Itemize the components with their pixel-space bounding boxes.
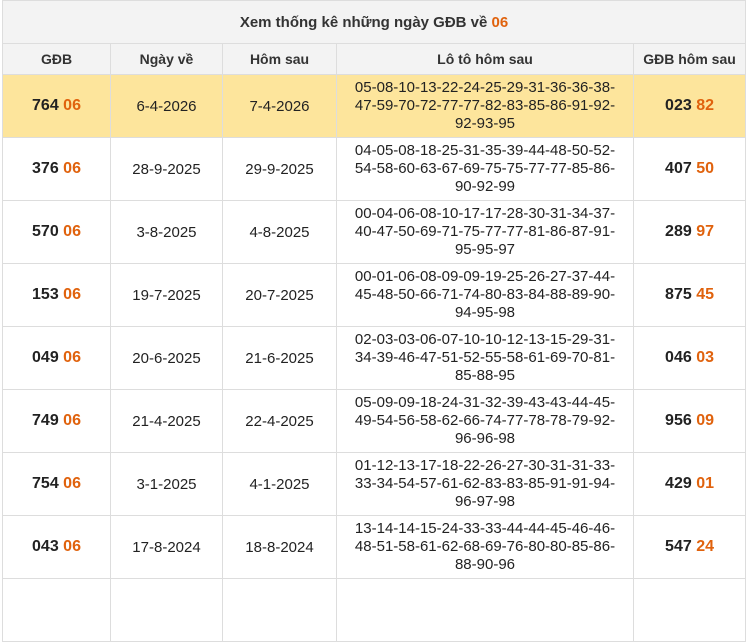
ngay-ve: 19-7-2025 <box>110 263 223 327</box>
hom-sau: 29-9-2025 <box>222 137 337 201</box>
hom-sau: 21-6-2025 <box>222 326 337 390</box>
loto: 00-01-06-08-09-09-19-25-26-27-37-44-45-4… <box>336 263 634 327</box>
gdb-prefix: 153 <box>32 286 59 303</box>
column-header: GĐB hôm sau <box>632 43 747 75</box>
gdb-suffix: 06 <box>63 349 81 366</box>
empty-cell <box>110 578 223 642</box>
gdb-suffix: 06 <box>63 286 81 303</box>
loto: 05-08-10-13-22-24-25-29-31-36-36-38-47-5… <box>336 74 634 138</box>
loto: 04-05-08-18-25-31-35-39-44-48-50-52-54-5… <box>336 137 634 201</box>
gdb-hom-sau-prefix: 407 <box>665 160 692 177</box>
gdb-hom-sau-suffix: 09 <box>696 412 714 429</box>
hom-sau: 18-8-2024 <box>222 515 337 579</box>
data-row: 754 06 3-1-2025 4-1-2025 01-12-13-17-18-22-… <box>2 452 747 516</box>
gdb-hom-sau-suffix: 03 <box>696 349 714 366</box>
ngay-ve: 3-8-2025 <box>110 200 223 264</box>
data-row: 570 06 3-8-2025 4-8-2025 00-04-06-08-10-17-… <box>2 200 747 264</box>
hom-sau: 4-1-2025 <box>222 452 337 516</box>
column-header: Hôm sau <box>222 43 337 75</box>
hom-sau: 4-8-2025 <box>222 200 337 264</box>
data-row: 764 06 6-4-2026 7-4-2026 05-08-10-13-22-24-… <box>2 74 747 138</box>
gdb-hom-sau-prefix: 875 <box>665 286 692 303</box>
column-header: Lô tô hôm sau <box>336 43 634 75</box>
gdb-hom-sau-prefix: 429 <box>665 475 692 492</box>
gdb-hom-sau: 289 97 <box>632 200 747 264</box>
column-header: Ngày về <box>110 43 223 75</box>
gdb-prefix: 049 <box>32 349 59 366</box>
ngay-ve: 17-8-2024 <box>110 515 223 579</box>
data-row: 049 06 20-6-2025 21-6-2025 02-03-03-06-07-1… <box>2 326 747 390</box>
ngay-ve: 6-4-2026 <box>110 74 223 138</box>
empty-cell <box>222 578 337 642</box>
gdb-hom-sau-suffix: 50 <box>696 160 714 177</box>
gdb: 049 06 <box>2 326 111 390</box>
gdb-suffix: 06 <box>63 97 81 114</box>
empty-cell <box>336 578 634 642</box>
gdb-hom-sau-prefix: 046 <box>665 349 692 366</box>
gdb-hom-sau-prefix: 956 <box>665 412 692 429</box>
gdb-hom-sau-suffix: 01 <box>696 475 714 492</box>
ngay-ve: 20-6-2025 <box>110 326 223 390</box>
gdb-hom-sau: 046 03 <box>632 326 747 390</box>
gdb: 749 06 <box>2 389 111 453</box>
gdb: 764 06 <box>2 74 111 138</box>
header-row: GĐB Ngày về Hôm sau Lô tô hôm sau GĐB hôm sa… <box>2 43 747 75</box>
gdb-suffix: 06 <box>63 475 81 492</box>
gdb-hom-sau-prefix: 547 <box>665 538 692 555</box>
title-highlight: 06 <box>491 13 509 31</box>
data-row: 153 06 19-7-2025 20-7-2025 00-01-06-08-09-0… <box>2 263 747 327</box>
loto: 00-04-06-08-10-17-17-28-30-31-34-37-40-4… <box>336 200 634 264</box>
gdb-hom-sau-prefix: 289 <box>665 223 692 240</box>
loto: 13-14-14-15-24-33-33-44-44-45-46-46-48-5… <box>336 515 634 579</box>
gdb-prefix: 570 <box>32 223 59 240</box>
gdb: 376 06 <box>2 137 111 201</box>
gdb-suffix: 06 <box>63 538 81 555</box>
gdb: 570 06 <box>2 200 111 264</box>
gdb: 754 06 <box>2 452 111 516</box>
hom-sau: 7-4-2026 <box>222 74 337 138</box>
gdb-hom-sau-suffix: 24 <box>696 538 714 555</box>
data-row: 376 06 28-9-2025 29-9-2025 04-05-08-18-25-3… <box>2 137 747 201</box>
gdb-hom-sau-suffix: 82 <box>696 97 714 114</box>
empty-cell <box>632 578 747 642</box>
data-row: 749 06 21-4-2025 22-4-2025 05-09-09-18-24-3… <box>2 389 747 453</box>
empty-cell <box>2 578 111 642</box>
gdb-hom-sau: 956 09 <box>632 389 747 453</box>
gdb-hom-sau: 429 01 <box>632 452 747 516</box>
gdb-suffix: 06 <box>63 223 81 240</box>
gdb-suffix: 06 <box>63 160 81 177</box>
gdb: 043 06 <box>2 515 111 579</box>
table-title: Xem thống kê những ngày GĐB về 06 <box>1 0 747 44</box>
hom-sau: 20-7-2025 <box>222 263 337 327</box>
ngay-ve: 28-9-2025 <box>110 137 223 201</box>
gdb-hom-sau-prefix: 023 <box>665 97 692 114</box>
partial-row <box>2 578 747 642</box>
gdb-suffix: 06 <box>63 412 81 429</box>
loto: 02-03-03-06-07-10-10-12-13-15-29-31-34-3… <box>336 326 634 390</box>
ngay-ve: 3-1-2025 <box>110 452 223 516</box>
data-row: 043 06 17-8-2024 18-8-2024 13-14-14-15-24-3… <box>2 515 747 579</box>
column-header: GĐB <box>2 43 111 75</box>
gdb-hom-sau: 875 45 <box>632 263 747 327</box>
gdb-hom-sau-suffix: 97 <box>696 223 714 240</box>
gdb-prefix: 043 <box>32 538 59 555</box>
loto: 01-12-13-17-18-22-26-27-30-31-31-33-33-3… <box>336 452 634 516</box>
gdb-hom-sau: 407 50 <box>632 137 747 201</box>
gdb-hom-sau: 547 24 <box>632 515 747 579</box>
gdb-prefix: 749 <box>32 412 59 429</box>
gdb-hom-sau: 023 82 <box>632 74 747 138</box>
title-text: Xem thống kê những ngày GĐB về <box>239 13 488 31</box>
gdb-prefix: 376 <box>32 160 59 177</box>
loto: 05-09-09-18-24-31-32-39-43-43-44-45-49-5… <box>336 389 634 453</box>
gdb: 153 06 <box>2 263 111 327</box>
gdb-hom-sau-suffix: 45 <box>696 286 714 303</box>
gdb-prefix: 754 <box>32 475 59 492</box>
ngay-ve: 21-4-2025 <box>110 389 223 453</box>
gdb-prefix: 764 <box>32 97 59 114</box>
hom-sau: 22-4-2025 <box>222 389 337 453</box>
